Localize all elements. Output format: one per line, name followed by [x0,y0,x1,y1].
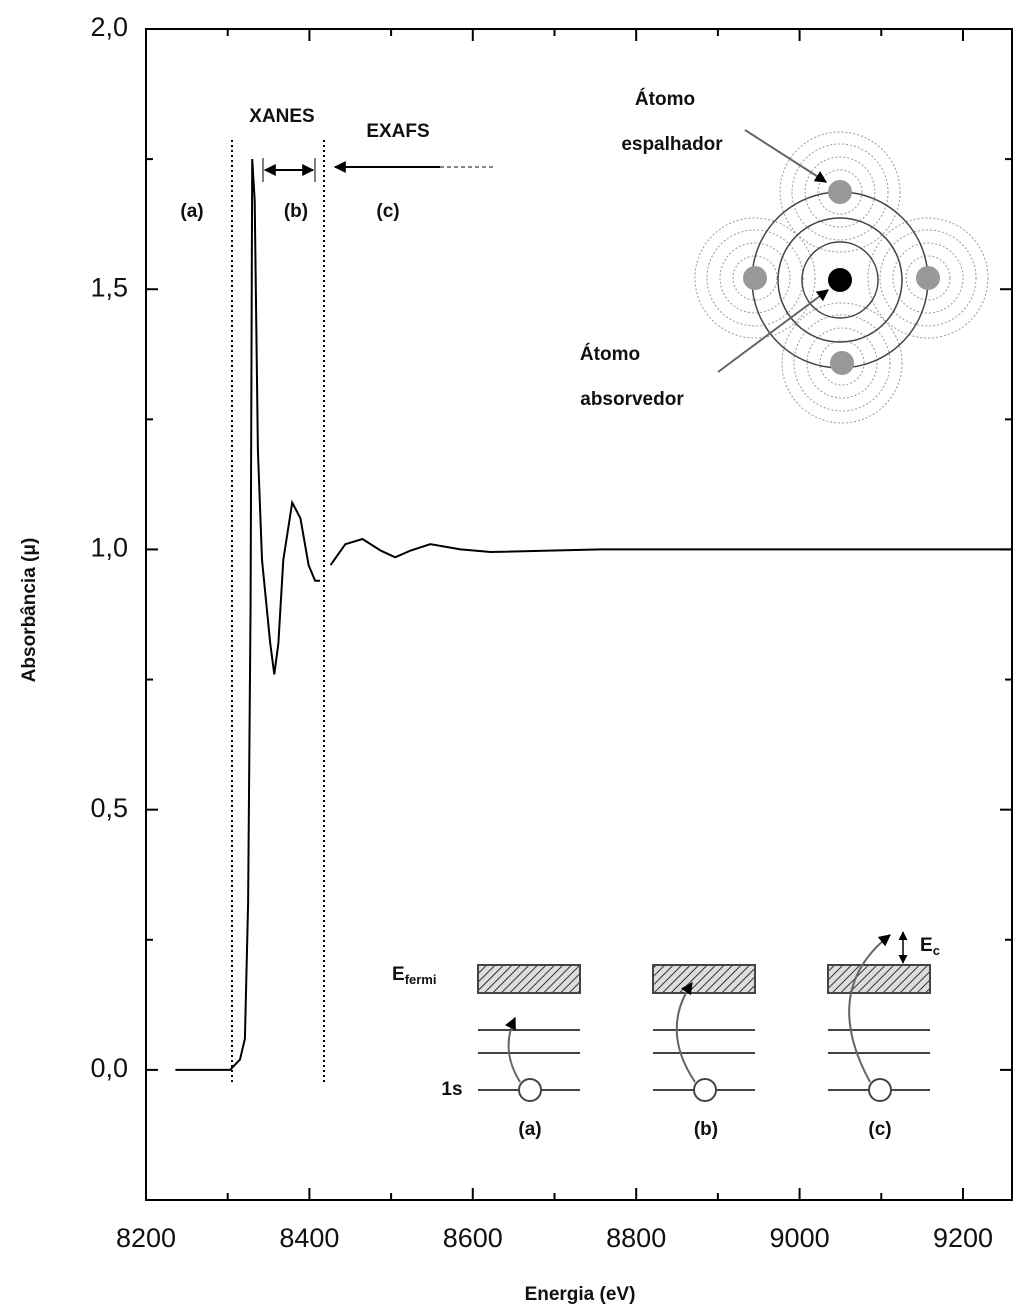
x-tick-label: 9000 [770,1223,830,1253]
annotation: fermi [405,972,437,987]
annotation: 1s [441,1079,462,1100]
annotation: Átomo [580,343,640,365]
y-tick-label: 0,0 [90,1053,128,1083]
y-tick-label: 1,0 [90,533,128,563]
annotation: Efermi [392,964,436,987]
x-tick-label: 8800 [606,1223,666,1253]
y-tick-label: 1,5 [90,272,128,302]
x-tick-label: 8200 [116,1223,176,1253]
annotation: (c) [376,201,399,222]
annotation: (b) [284,201,308,222]
annotation: c [933,943,940,958]
y-axis-label: Absorbância (μ) [19,538,40,683]
level-diagrams [477,931,931,1102]
x-tick-label: 8600 [443,1223,503,1253]
annotation: XANES [249,106,314,127]
x-tick-label: 8400 [279,1223,339,1253]
y-tick-label: 0,5 [90,793,128,823]
annotation: (b) [694,1119,718,1140]
annotation: (a) [518,1119,541,1140]
annotation: (a) [180,201,203,222]
annotation: espalhador [621,134,723,155]
plot-frame [145,28,1013,1201]
y-tick-label: 2,0 [90,12,128,42]
annotations [231,140,495,1085]
x-axis-label: Energia (eV) [525,1284,636,1305]
atom-diagram [694,129,989,424]
annotation: E [920,935,933,956]
data-line [175,159,1012,1071]
annotation: (c) [868,1119,891,1140]
annotation: Ec [920,935,940,958]
annotation: E [392,964,405,985]
annotation: Átomo [635,88,695,110]
annotation: EXAFS [366,121,429,142]
x-tick-label: 9200 [933,1223,993,1253]
annotation: absorvedor [580,389,684,410]
